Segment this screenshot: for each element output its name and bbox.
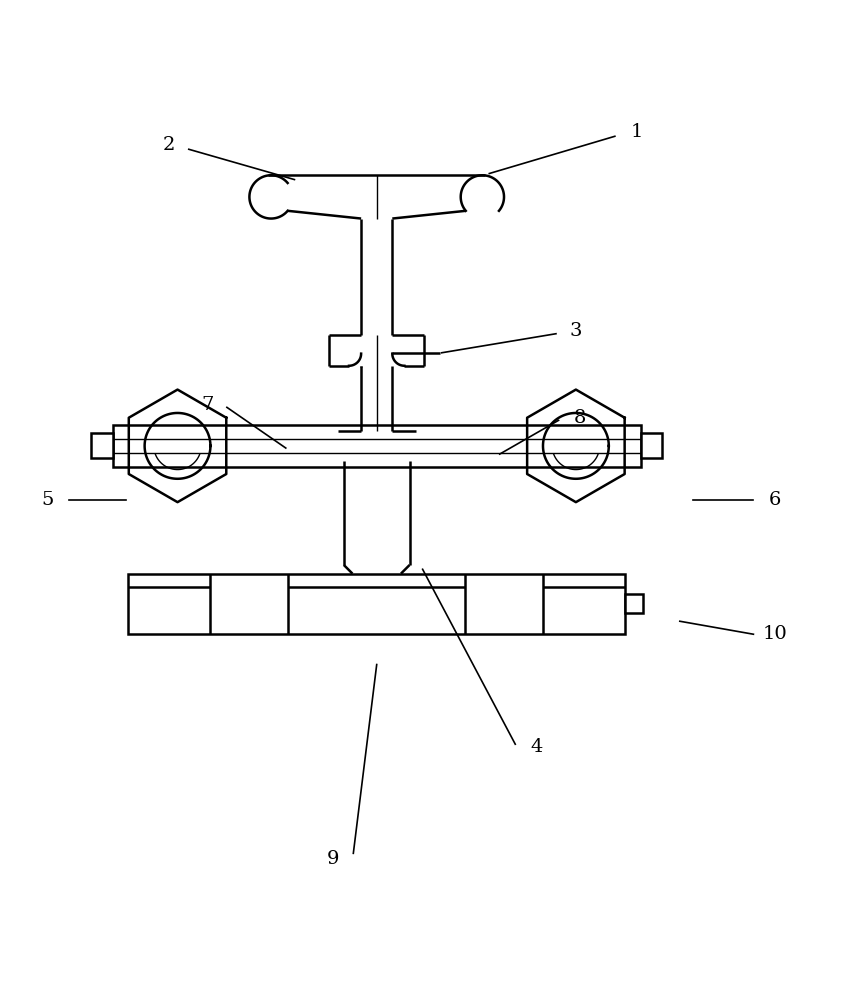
Bar [128,574,625,634]
Text: 10: 10 [763,625,787,643]
Text: 9: 9 [327,850,339,868]
Text: 3: 3 [570,322,582,340]
Bar [113,425,641,467]
Text: 5: 5 [42,491,54,509]
Bar [338,431,416,461]
Bar [91,433,113,458]
Text: 8: 8 [574,409,586,427]
Bar [625,594,643,613]
Text: 1: 1 [630,123,643,141]
Bar [641,433,662,458]
Text: 2: 2 [163,136,175,154]
Text: 7: 7 [202,396,214,414]
Text: 4: 4 [531,738,543,756]
Text: 6: 6 [769,491,781,509]
